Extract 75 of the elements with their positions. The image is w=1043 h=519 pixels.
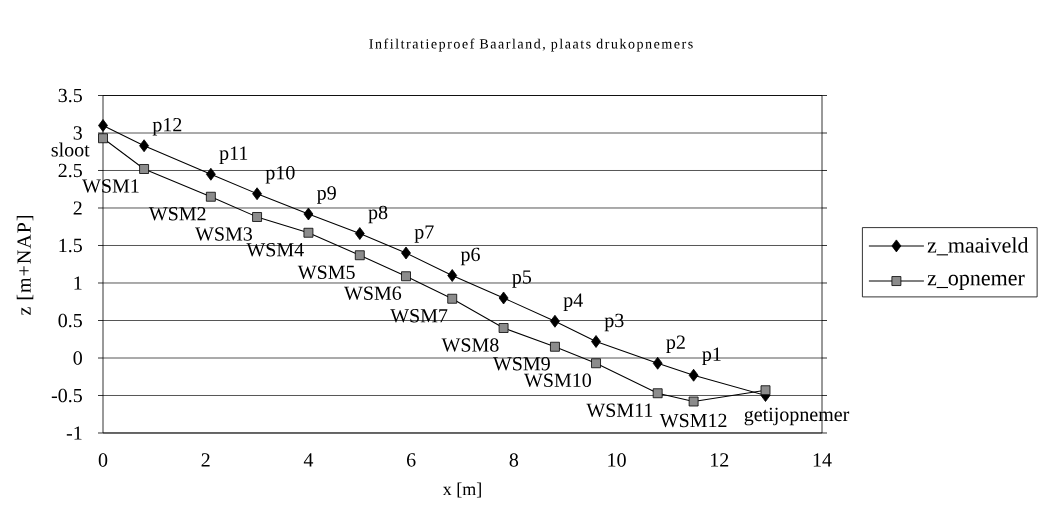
point	[688, 396, 699, 407]
annotation: WSM9	[492, 357, 550, 371]
annotation: WSM4	[246, 243, 304, 257]
annotation: p9	[317, 186, 336, 204]
x-tick-label: 2	[201, 453, 210, 467]
annotation: WSM11	[586, 403, 653, 418]
annotation: getijopnemer	[744, 407, 850, 426]
y-axis-title: z [m+NAP]	[16, 215, 34, 315]
x-tick-label: 0	[98, 453, 108, 467]
point	[688, 368, 699, 382]
annotation: p7	[414, 225, 434, 243]
annotation: WSM8	[441, 338, 499, 352]
point	[550, 314, 560, 328]
annotation: p11	[219, 146, 248, 164]
point	[354, 250, 365, 261]
y-tick-label: 0	[73, 351, 82, 365]
y-tick-label: -0.5	[51, 388, 82, 403]
annotation: WSM12	[659, 413, 727, 428]
point	[447, 293, 458, 304]
legend-label: z_maaiveld	[927, 237, 1029, 256]
point	[139, 164, 149, 174]
point	[139, 139, 149, 153]
y-tick-label: 3.5	[58, 88, 82, 103]
x-tick-label: 14	[813, 453, 832, 467]
x-tick-label: 10	[608, 453, 626, 467]
point	[354, 227, 365, 240]
point	[303, 227, 314, 238]
point	[205, 191, 216, 202]
point	[98, 119, 108, 132]
y-tick-label: 1.5	[59, 238, 82, 253]
y-tick-label: 3	[73, 126, 82, 140]
legend-label: z_opnemer	[927, 274, 1025, 290]
annotation: p4	[563, 293, 583, 311]
annotation: p8	[368, 205, 388, 224]
annotation: p5	[512, 270, 532, 288]
x-tick-label: 4	[303, 453, 314, 467]
annotation: p10	[265, 165, 295, 184]
y-tick-label: 0.5	[58, 313, 82, 328]
point	[652, 388, 663, 399]
y-tick-label: 1	[74, 276, 82, 290]
point	[447, 269, 458, 282]
point	[591, 358, 601, 369]
point	[303, 207, 314, 221]
x-tick-label: 8	[509, 453, 519, 467]
annotation: p2	[666, 335, 685, 353]
y-tick-label: 2.5	[58, 163, 82, 178]
point	[760, 385, 771, 396]
x-tick-label: 12	[711, 453, 729, 467]
annotation: WSM5	[297, 265, 355, 280]
point	[205, 167, 216, 181]
y-tick-label: -1	[66, 426, 82, 440]
annotation: sloot	[51, 142, 90, 157]
annotation: p12	[152, 117, 182, 136]
point	[591, 335, 601, 348]
annotation: WSM1	[82, 179, 139, 193]
point	[401, 271, 411, 282]
annotation: p6	[460, 247, 480, 266]
x-tick-label: 6	[407, 453, 416, 467]
point	[98, 133, 108, 144]
annotation: WSM10	[524, 373, 591, 388]
point	[498, 323, 509, 333]
annotation: p1	[702, 347, 721, 365]
point	[252, 187, 262, 201]
annotation: WSM7	[390, 309, 448, 323]
y-tick-label: 2	[73, 201, 82, 215]
point	[252, 212, 262, 222]
chart-title: Infiltratieproef Baarland, plaats drukopnemers	[369, 38, 693, 52]
point	[498, 291, 509, 305]
x-axis-title: x [m]	[442, 482, 481, 498]
annotation: WSM6	[343, 286, 402, 301]
point	[550, 341, 560, 352]
annotation: WSM2	[148, 207, 206, 221]
annotation: WSM3	[195, 227, 253, 241]
point	[652, 356, 663, 370]
point	[401, 246, 411, 260]
